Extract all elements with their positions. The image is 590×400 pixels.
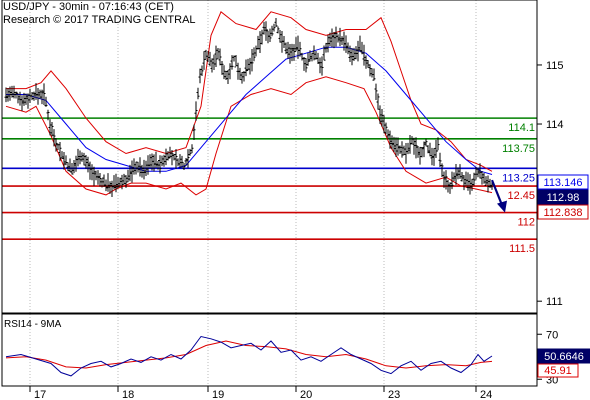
level-label: 114.1	[508, 122, 535, 134]
x-tick-label: 19	[212, 389, 224, 400]
frame-layer	[1, 0, 538, 387]
forecast-layer	[490, 179, 507, 213]
forecast-arrow-head	[497, 200, 507, 213]
price-badge-last	[537, 189, 589, 205]
bollinger-upper-band	[6, 11, 493, 172]
rsi-ma-line	[5, 340, 493, 369]
chart-header-title: USD/JPY - 30min - 07:16:43 (CET)	[3, 1, 174, 13]
levels-layer: 114.1 113.75 113.25 12.45 112 111.5	[2, 117, 537, 255]
moving-average-line	[6, 46, 493, 175]
x-tick-label: 23	[388, 389, 400, 400]
rsi-y-tick-label: 70	[546, 329, 558, 341]
x-tick-label: 17	[34, 389, 46, 400]
rsi-panel-frame	[1, 313, 538, 387]
axis-layer: 1718192023241111131141153070	[29, 60, 564, 400]
level-label: 111.5	[509, 243, 535, 255]
y-tick-label: 111	[546, 296, 563, 308]
level-label: 112	[517, 217, 535, 229]
rsi-line	[5, 335, 493, 377]
y-tick-label: 114	[546, 119, 564, 131]
grid-layer	[29, 0, 477, 386]
chart-header-copyright: Research © 2017 TRADING CENTRAL	[3, 14, 196, 26]
level-label: 113.25	[502, 172, 535, 184]
x-tick-label: 18	[122, 389, 134, 400]
bands-layer	[5, 11, 493, 196]
level-label: 113.75	[502, 143, 535, 155]
price-badge-label: 112.98	[547, 192, 580, 204]
rsi-ma-badge	[537, 363, 579, 378]
price-badge-lower_band	[537, 204, 589, 220]
price-badge-label: 112.838	[544, 207, 583, 219]
price-layer	[4, 18, 494, 197]
x-tick-label: 24	[480, 389, 492, 400]
price-badge-label: 113.146	[544, 177, 583, 189]
rsi-layer	[5, 335, 493, 377]
level-label: 12.45	[507, 190, 535, 202]
rsi-ma-badge-label: 45.91	[544, 365, 572, 377]
rsi-badge	[537, 348, 590, 364]
rsi-badge-label: 50.6646	[544, 351, 584, 363]
y-tick-label: 115	[546, 60, 564, 72]
bollinger-lower-band	[5, 76, 493, 196]
rsi-title: RSI14 - 9MA	[4, 319, 62, 330]
price-panel-frame	[1, 0, 538, 314]
price-badge-ma	[537, 174, 589, 190]
x-tick-label: 20	[300, 389, 312, 400]
badge-layer: 113.146 112.98 112.838 50.6646 45.91	[537, 174, 590, 378]
